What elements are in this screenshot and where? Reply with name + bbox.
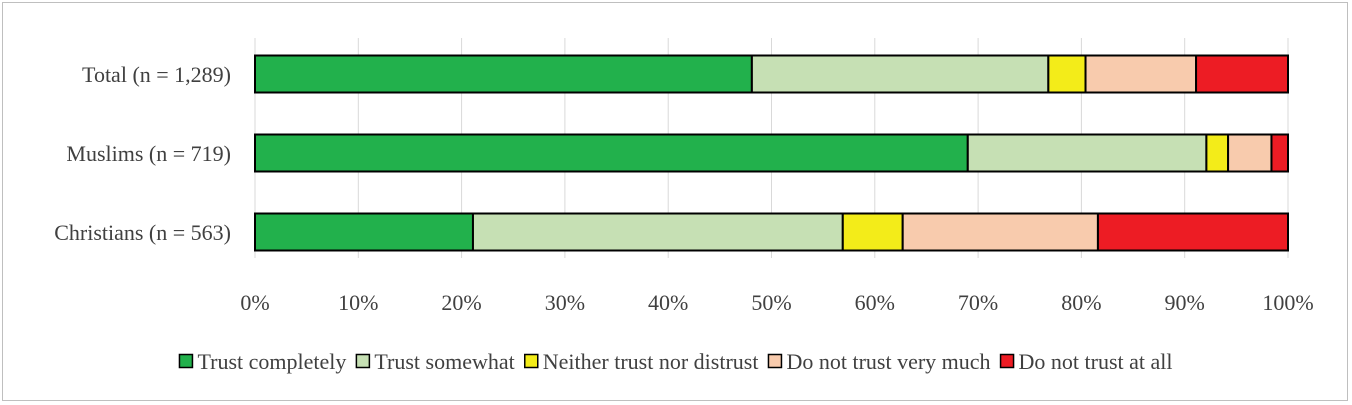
legend-swatch bbox=[355, 353, 371, 369]
bar-segment bbox=[1084, 54, 1198, 94]
bar-segment bbox=[1205, 133, 1230, 173]
x-tick-label: 80% bbox=[1061, 290, 1101, 315]
bar-segment bbox=[254, 54, 753, 94]
bar-segment bbox=[966, 133, 1208, 173]
bar-segment bbox=[901, 212, 1099, 252]
x-tick-label: 100% bbox=[1262, 290, 1313, 315]
legend-label: Do not trust at all bbox=[1019, 349, 1173, 374]
x-tick-label: 10% bbox=[338, 290, 378, 315]
legend-swatch bbox=[767, 353, 783, 369]
legend-item: Trust somewhat bbox=[355, 349, 515, 374]
x-tick-label: 60% bbox=[855, 290, 895, 315]
x-tick-label: 20% bbox=[441, 290, 481, 315]
legend-label: Trust completely bbox=[197, 349, 346, 374]
legend-swatch bbox=[999, 353, 1015, 369]
x-tick-label: 40% bbox=[648, 290, 688, 315]
category-label: Total (n = 1,289) bbox=[82, 62, 231, 87]
bar-segment bbox=[254, 133, 969, 173]
legend-item: Do not trust at all bbox=[999, 349, 1173, 374]
category-labels: Total (n = 1,289) Muslims (n = 719) Christ… bbox=[54, 62, 231, 245]
x-tick-label: 50% bbox=[751, 290, 791, 315]
bar-segment bbox=[1096, 212, 1289, 252]
x-tick-label: 90% bbox=[1165, 290, 1205, 315]
bar-segment bbox=[254, 212, 474, 252]
legend-label: Do not trust very much bbox=[786, 349, 990, 374]
x-tick-label: 0% bbox=[240, 290, 269, 315]
bar-segment bbox=[750, 54, 1050, 94]
legend-swatch bbox=[524, 353, 539, 369]
legend-label: Trust somewhat bbox=[374, 349, 514, 374]
legend-swatch bbox=[178, 353, 194, 369]
category-label: Muslims (n = 719) bbox=[66, 141, 231, 166]
bar-segment bbox=[841, 212, 904, 252]
legend-item: Do not trust very much bbox=[767, 349, 991, 374]
category-label: Christians (n = 563) bbox=[54, 220, 231, 245]
legend-item: Trust completely bbox=[178, 349, 346, 374]
bars bbox=[254, 54, 1290, 252]
legend-item: Neither trust nor distrust bbox=[524, 349, 759, 374]
legend: Trust completely Trust somewhat Neither tr… bbox=[178, 349, 1173, 374]
bar-segment bbox=[1270, 133, 1290, 173]
bar-segment bbox=[1227, 133, 1273, 173]
x-tick-label: 70% bbox=[958, 290, 998, 315]
bar-segment bbox=[1047, 54, 1087, 94]
bar-segment bbox=[471, 212, 844, 252]
bar-segment bbox=[1195, 54, 1289, 94]
x-tick-label: 30% bbox=[545, 290, 585, 315]
x-axis-tick-labels: 0% 10% 20% 30% 40% 50% 60% 70% 80% 90% 100% bbox=[240, 290, 1313, 315]
legend-label: Neither trust nor distrust bbox=[543, 349, 759, 374]
